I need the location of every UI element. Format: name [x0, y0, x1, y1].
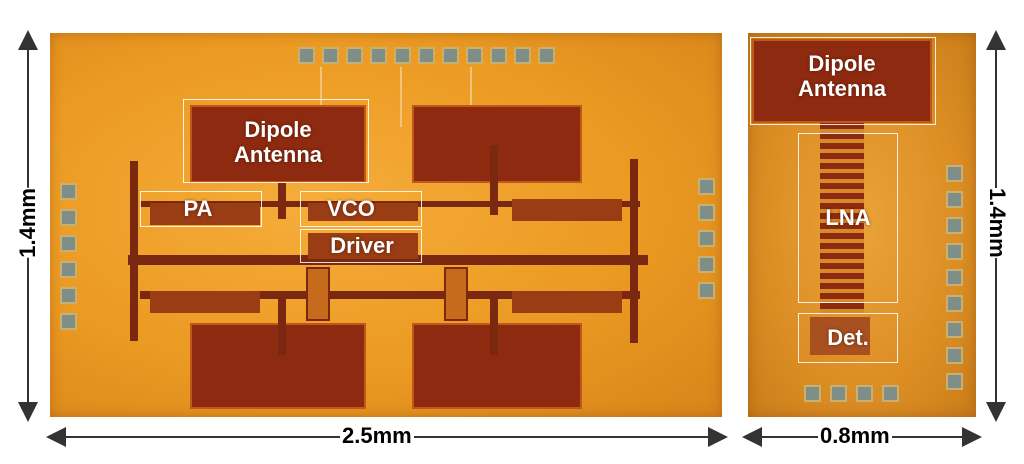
pa-stage [150, 203, 260, 225]
pa-label: PA [183, 196, 213, 221]
tx-antenna-label: Dipole Antenna [234, 117, 322, 167]
lna-outline [798, 133, 898, 303]
bond-pad [946, 243, 963, 260]
feed-line [400, 67, 402, 127]
antenna-feed [490, 295, 498, 355]
bond-pad [698, 282, 715, 299]
bond-pad [698, 178, 715, 195]
bond-pad [60, 209, 77, 226]
vco-core [308, 203, 418, 221]
pa-outline [140, 191, 262, 227]
antenna-feed [278, 295, 286, 355]
bond-pad [490, 47, 507, 64]
det-label: Det. [827, 325, 869, 350]
vco-outline [300, 191, 422, 227]
bond-pad [698, 230, 715, 247]
antenna-feed [490, 145, 498, 215]
tx-chip-die: Dipole Antenna PA VCO Driver [50, 33, 722, 417]
bond-pad [370, 47, 387, 64]
pa-stage [512, 291, 622, 313]
bond-pad [394, 47, 411, 64]
driver-core [308, 233, 418, 259]
tx-width-label: 2.5mm [340, 423, 414, 448]
lna-label: LNA [825, 205, 871, 230]
lna-chain [820, 123, 864, 313]
bond-pad [946, 295, 963, 312]
rx-antenna-label: Dipole Antenna [798, 51, 886, 101]
varactor-left [306, 267, 330, 321]
bond-pad [298, 47, 315, 64]
pa-stage [512, 199, 622, 221]
transmission-line [630, 159, 638, 343]
bond-pad [346, 47, 363, 64]
bond-pad [946, 347, 963, 364]
bond-pad [60, 235, 77, 252]
vco-label: VCO [327, 196, 375, 221]
feed-line [470, 67, 472, 107]
transmission-line [128, 255, 648, 265]
bond-pad [466, 47, 483, 64]
pa-stage [150, 291, 260, 313]
bond-pad [856, 385, 873, 402]
rx-width-label: 0.8mm [818, 423, 892, 448]
bond-pad [830, 385, 847, 402]
bond-pad [946, 321, 963, 338]
transmission-line [140, 291, 640, 299]
bond-pad [538, 47, 555, 64]
bond-pad [946, 373, 963, 390]
bond-pad [60, 313, 77, 330]
bond-pad [946, 269, 963, 286]
driver-outline [300, 229, 422, 263]
bond-pad [60, 183, 77, 200]
rx-height-label: 1.4mm [983, 188, 1011, 258]
bond-pad [804, 385, 821, 402]
bond-pad [698, 204, 715, 221]
feed-line [320, 67, 322, 107]
bond-pad [882, 385, 899, 402]
rx-antenna-outline [750, 37, 936, 125]
bond-pad [946, 165, 963, 182]
bond-pad [60, 287, 77, 304]
bond-pad [946, 191, 963, 208]
detector-block [810, 317, 870, 355]
tx-antenna-top-left [190, 105, 366, 183]
bond-pad [442, 47, 459, 64]
bond-pad [418, 47, 435, 64]
driver-label: Driver [330, 233, 394, 258]
bond-pad [698, 256, 715, 273]
varactor-right [444, 267, 468, 321]
bond-pad [946, 217, 963, 234]
bond-pad [322, 47, 339, 64]
rx-chip-die: Dipole Antenna LNA Det. [748, 33, 976, 417]
det-outline [798, 313, 898, 363]
rx-antenna-block [752, 39, 932, 123]
tx-height-label: 1.4mm [14, 188, 42, 258]
bond-pad [60, 261, 77, 278]
transmission-line [130, 161, 138, 341]
bond-pad [514, 47, 531, 64]
tx-antenna-outline [183, 99, 369, 183]
